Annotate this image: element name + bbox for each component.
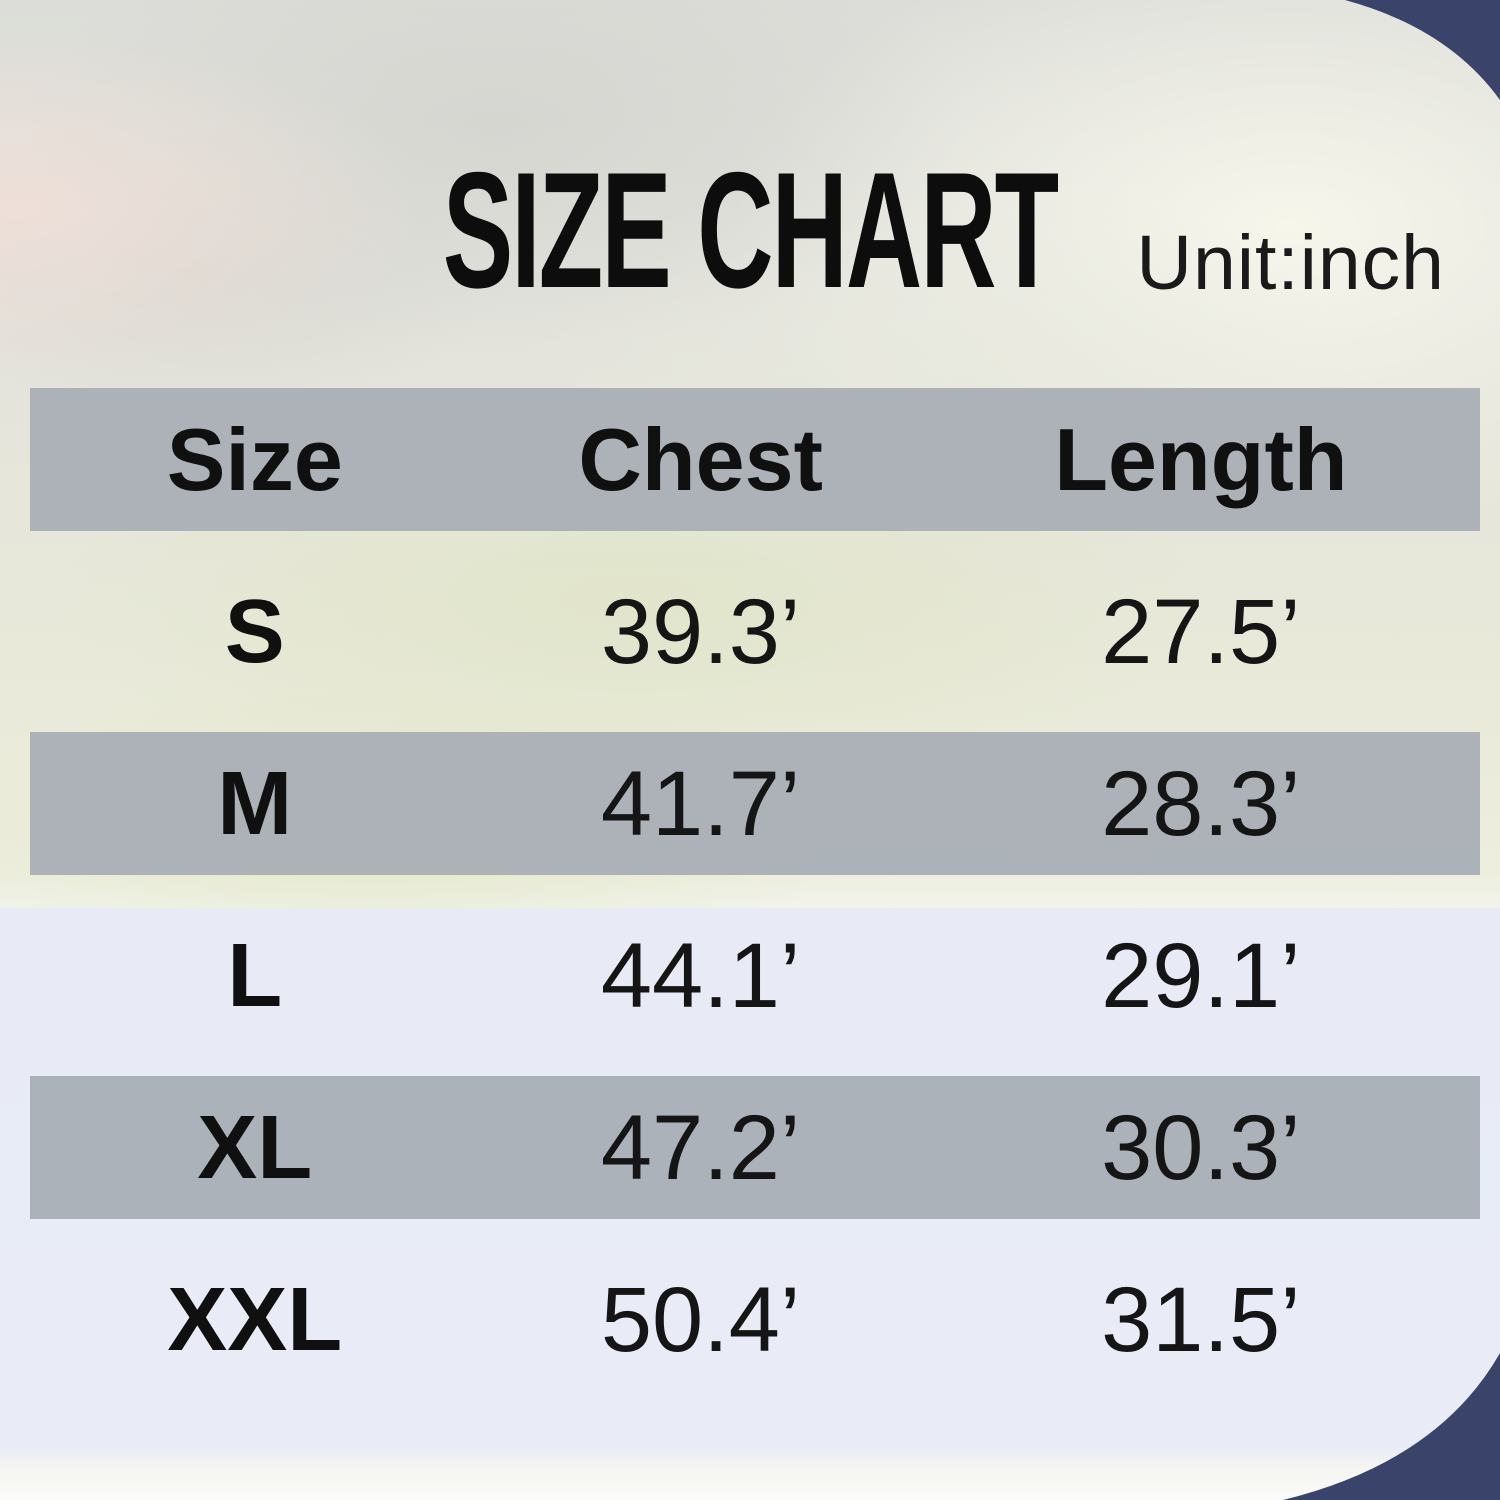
row-xxl-size-label: XXL <box>167 1269 343 1370</box>
row-xl-size-label: XL <box>197 1097 313 1198</box>
row-l-length-value: 29.1’ <box>1101 924 1301 1027</box>
row-s-chest-value: 39.3’ <box>600 580 801 683</box>
row-m-chest-value: 41.7’ <box>600 752 801 855</box>
row-xl-chest-value: 47.2’ <box>600 1096 801 1199</box>
size-chart-table: Size Chest Length S 39.3’ 27.5’ M 41.7’ … <box>30 388 1480 1420</box>
col-header-chest: Chest <box>578 409 823 509</box>
page-title: SIZE CHART <box>442 138 1059 322</box>
table-header-row: Size Chest Length <box>30 388 1480 531</box>
row-m-length-value: 28.3’ <box>1101 752 1301 855</box>
row-l-chest-value: 44.1’ <box>600 924 801 1027</box>
table-row-xxl: XXL 50.4’ 31.5’ <box>30 1248 1480 1391</box>
row-m-size-label: M <box>217 753 293 854</box>
unit-label: Unit:inch <box>1136 220 1445 306</box>
col-header-size: Size <box>166 409 343 509</box>
table-row-m: M 41.7’ 28.3’ <box>30 732 1480 875</box>
row-xl-length-value: 30.3’ <box>1101 1096 1301 1199</box>
row-xxl-length-value: 31.5’ <box>1101 1268 1301 1371</box>
row-xxl-chest-value: 50.4’ <box>600 1268 801 1371</box>
row-s-length-value: 27.5’ <box>1101 580 1301 683</box>
table-row-l: L 44.1’ 29.1’ <box>30 904 1480 1047</box>
table-row-xl: XL 47.2’ 30.3’ <box>30 1076 1480 1219</box>
row-s-size-label: S <box>224 581 285 682</box>
table-row-s: S 39.3’ 27.5’ <box>30 560 1480 703</box>
row-l-size-label: L <box>227 925 283 1026</box>
col-header-length: Length <box>1054 409 1348 509</box>
